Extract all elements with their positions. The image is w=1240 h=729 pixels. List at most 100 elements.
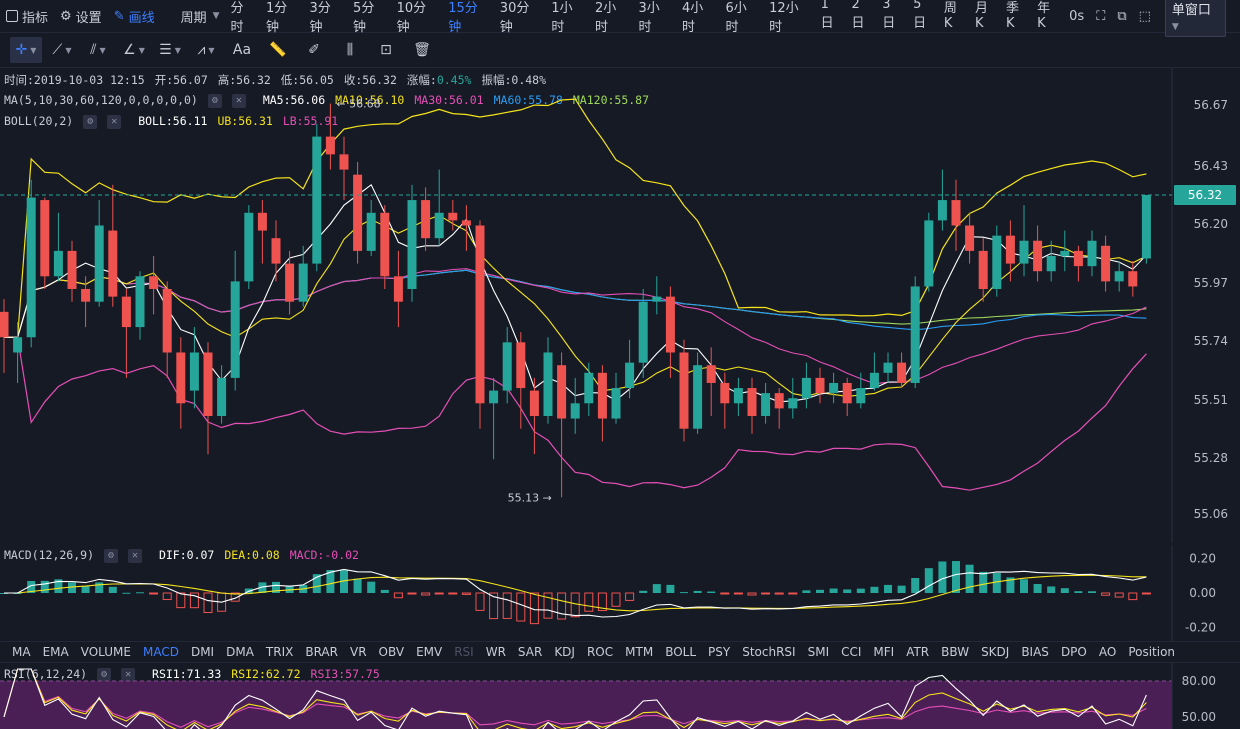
tab-roc[interactable]: ROC: [586, 645, 614, 659]
candle: [543, 337, 553, 424]
period-2[interactable]: 3分钟: [309, 1, 331, 35]
candle: [121, 288, 131, 378]
macd-chart[interactable]: 0.20 0.00 -0.20: [0, 545, 1240, 641]
period-6[interactable]: 30分钟: [499, 1, 530, 35]
tab-atr[interactable]: ATR: [906, 645, 930, 659]
angle-tool[interactable]: ∠ ▼: [118, 37, 150, 63]
tab-skdj[interactable]: SKDJ: [981, 645, 1010, 659]
candle: [1101, 235, 1111, 292]
period-1[interactable]: 1分钟: [265, 1, 288, 35]
crosshair-tool[interactable]: ✛ ▼: [10, 37, 42, 63]
close-icon[interactable]: ✕: [121, 667, 136, 682]
macd-bar: [774, 592, 784, 595]
candle-body: [67, 250, 77, 289]
tab-mtm[interactable]: MTM: [625, 645, 654, 659]
tab-obv[interactable]: OBV: [378, 645, 405, 659]
period-10[interactable]: 4小时: [682, 1, 704, 35]
tab-dma[interactable]: DMA: [226, 645, 254, 659]
horizontal-lines-tool[interactable]: ☰ ▼: [154, 37, 186, 63]
tab-brar[interactable]: BRAR: [305, 645, 338, 659]
period-18[interactable]: 月K: [974, 1, 988, 31]
close-icon[interactable]: ✕: [128, 548, 143, 563]
tab-ao[interactable]: AO: [1098, 645, 1117, 659]
period-3[interactable]: 5分钟: [353, 1, 375, 35]
tab-rsi[interactable]: RSI: [454, 645, 474, 659]
settings-icon[interactable]: ⚙: [83, 114, 98, 129]
tab-position[interactable]: Position: [1128, 645, 1176, 659]
tab-psy[interactable]: PSY: [708, 645, 731, 659]
candle: [937, 169, 947, 231]
tab-bias[interactable]: BIAS: [1021, 645, 1049, 659]
candle: [856, 372, 866, 409]
tab-cci[interactable]: CCI: [841, 645, 862, 659]
settings-icon[interactable]: ⚙: [104, 548, 119, 563]
tab-bbw[interactable]: BBW: [941, 645, 970, 659]
tab-trix[interactable]: TRIX: [265, 645, 294, 659]
tab-mfi[interactable]: MFI: [873, 645, 895, 659]
candlestick-chart[interactable]: ← 56.68 55.13 →: [0, 68, 1240, 543]
tab-dmi[interactable]: DMI: [190, 645, 215, 659]
settings-icon[interactable]: ⚙: [97, 667, 112, 682]
wave-tool[interactable]: ⩘ ▼: [190, 37, 222, 63]
lock-tool[interactable]: ⊡: [370, 37, 402, 63]
text-tool[interactable]: Aa: [226, 37, 258, 63]
tab-vr[interactable]: VR: [349, 645, 367, 659]
brush-tool[interactable]: ✐: [298, 37, 330, 63]
period-5[interactable]: 15分钟: [448, 1, 478, 35]
parallel-line-tool[interactable]: ⫽ ▼: [82, 37, 114, 63]
settings-icon[interactable]: ⚙: [207, 93, 222, 108]
rsi-chart[interactable]: 80.00 50.00: [0, 663, 1240, 729]
trash-tool[interactable]: 🗑: [406, 37, 438, 63]
period-13[interactable]: 1日: [820, 0, 834, 31]
tab-macd[interactable]: MACD: [142, 645, 179, 659]
period-9[interactable]: 3小时: [638, 1, 660, 35]
candle: [312, 123, 322, 272]
period-20[interactable]: 年K: [1037, 1, 1051, 31]
popout-icon[interactable]: ⧉: [1117, 8, 1127, 24]
period-15[interactable]: 3日: [882, 0, 896, 31]
tab-smi[interactable]: SMI: [807, 645, 830, 659]
period-16[interactable]: 5日: [913, 0, 927, 31]
tab-ema[interactable]: EMA: [42, 645, 69, 659]
candle-body: [978, 250, 988, 289]
indicators-button[interactable]: 指标: [0, 0, 54, 33]
candle-body: [244, 212, 254, 282]
tab-dpo[interactable]: DPO: [1060, 645, 1087, 659]
draw-button[interactable]: ✎ 画线: [113, 8, 155, 26]
tab-volume[interactable]: VOLUME: [80, 645, 131, 659]
tab-ma[interactable]: MA: [12, 645, 31, 659]
tab-wr[interactable]: WR: [485, 645, 506, 659]
period-19[interactable]: 季K: [1006, 1, 1020, 31]
candle-body: [475, 225, 485, 404]
candle: [1005, 220, 1015, 282]
fullscreen-icon[interactable]: ⛶: [1096, 8, 1106, 24]
ruler-tool[interactable]: 📏: [262, 37, 294, 63]
period-8[interactable]: 2小时: [594, 1, 617, 35]
tab-sar[interactable]: SAR: [517, 645, 543, 659]
close-icon[interactable]: ✕: [231, 93, 246, 108]
period-4[interactable]: 10分钟: [396, 1, 427, 35]
candle: [380, 205, 390, 289]
measure-tool[interactable]: ⫼: [334, 37, 366, 63]
macd-bar: [448, 592, 458, 595]
settings-button[interactable]: ⚙ 设置: [60, 8, 102, 26]
interval-label[interactable]: 0s: [1069, 8, 1085, 24]
period-dropdown[interactable]: 周期 ▼: [180, 10, 220, 26]
macd-bar: [149, 592, 159, 595]
period-11[interactable]: 6小时: [725, 1, 747, 35]
tab-boll[interactable]: BOLL: [665, 645, 697, 659]
tab-kdj[interactable]: KDJ: [554, 645, 575, 659]
period-0[interactable]: 分时: [230, 1, 244, 35]
close-icon[interactable]: ✕: [107, 114, 122, 129]
window-select[interactable]: 单窗口 ▼: [1164, 0, 1226, 37]
tab-stochrsi[interactable]: StochRSI: [742, 645, 796, 659]
period-14[interactable]: 2日: [851, 0, 865, 31]
snapshot-icon[interactable]: ⬚: [1138, 8, 1151, 24]
macd-bar: [1088, 591, 1096, 593]
period-17[interactable]: 周K: [943, 1, 957, 31]
trend-line-tool[interactable]: ⟋ ▼: [46, 37, 78, 63]
tab-emv[interactable]: EMV: [416, 645, 443, 659]
macd-bar: [992, 573, 1001, 593]
period-7[interactable]: 1小时: [551, 1, 573, 35]
period-12[interactable]: 12小时: [769, 1, 799, 35]
